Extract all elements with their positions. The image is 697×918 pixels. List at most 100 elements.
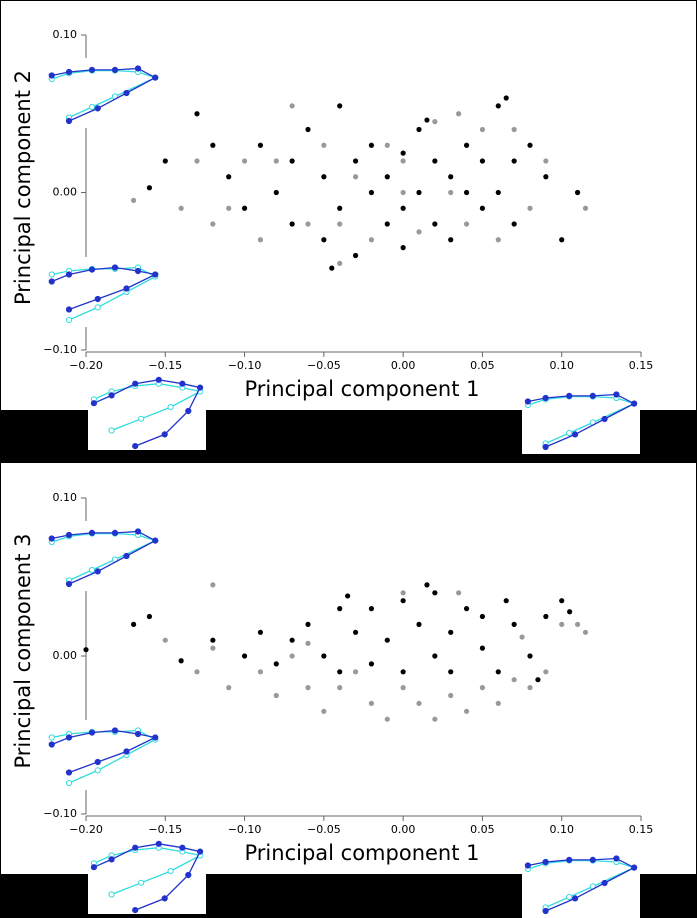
data-point bbox=[241, 205, 248, 211]
data-point bbox=[210, 142, 216, 148]
data-point bbox=[543, 158, 549, 164]
shape-landmark bbox=[94, 304, 101, 311]
shape-landmark bbox=[589, 856, 596, 864]
shape-landmark bbox=[566, 392, 573, 399]
shape-landmark bbox=[161, 895, 168, 902]
y-axis-label: Principal component 3 bbox=[11, 534, 35, 769]
data-point bbox=[400, 598, 406, 604]
data-point bbox=[463, 708, 470, 714]
data-point bbox=[416, 700, 422, 707]
shape-landmark bbox=[65, 271, 73, 278]
shape-landmark bbox=[108, 392, 115, 399]
data-point bbox=[226, 174, 232, 180]
shape-landmark bbox=[197, 848, 204, 855]
data-point bbox=[352, 158, 359, 164]
x-tick-label: 0.00 bbox=[391, 359, 416, 372]
shape-landmark bbox=[132, 844, 139, 851]
shape-landmark bbox=[155, 376, 162, 383]
shape-landmark bbox=[94, 295, 101, 303]
shape-landmark bbox=[65, 769, 73, 776]
data-point bbox=[273, 158, 279, 164]
data-point bbox=[495, 103, 501, 109]
shape-landmark bbox=[161, 431, 168, 438]
data-point bbox=[194, 158, 200, 164]
shape-landmark bbox=[111, 727, 119, 734]
data-point bbox=[400, 245, 406, 251]
shape-inset bbox=[46, 58, 161, 128]
shape-landmark bbox=[48, 734, 55, 741]
y-tick-label: 0.00 bbox=[53, 186, 78, 199]
data-point bbox=[463, 606, 470, 612]
x-axis-label: Principal component 1 bbox=[245, 841, 480, 865]
x-tick-label: −0.20 bbox=[69, 823, 103, 836]
data-point bbox=[511, 126, 517, 133]
data-point bbox=[368, 661, 375, 667]
data-point bbox=[241, 653, 248, 659]
data-point bbox=[329, 265, 335, 271]
x-tick-label: −0.20 bbox=[69, 359, 103, 372]
y-tick-label: 0.10 bbox=[53, 491, 78, 504]
data-point bbox=[479, 613, 486, 620]
data-point bbox=[448, 692, 454, 699]
data-point bbox=[352, 174, 359, 180]
data-point bbox=[574, 621, 581, 628]
data-point bbox=[194, 669, 200, 675]
shape-landmark bbox=[65, 316, 73, 324]
data-point bbox=[543, 174, 549, 180]
data-point bbox=[384, 221, 390, 227]
data-point bbox=[582, 205, 589, 211]
data-point bbox=[479, 126, 486, 133]
data-point bbox=[368, 606, 375, 612]
data-point bbox=[337, 606, 343, 612]
data-point bbox=[289, 221, 295, 227]
x-axis-label: Principal component 1 bbox=[245, 377, 480, 401]
data-point bbox=[511, 158, 517, 164]
shape-landmark bbox=[138, 879, 145, 886]
shape-landmark bbox=[185, 407, 192, 415]
y-tick-label: −0.10 bbox=[43, 807, 77, 820]
shape-landmark bbox=[111, 264, 119, 271]
shape-landmark bbox=[65, 734, 73, 741]
data-point bbox=[432, 653, 438, 659]
data-point bbox=[210, 645, 216, 651]
data-point bbox=[543, 613, 549, 620]
shape-landmark bbox=[123, 748, 130, 755]
shape-landmark bbox=[88, 729, 96, 736]
shape-landmark bbox=[542, 394, 549, 402]
data-point bbox=[416, 189, 422, 196]
data-point bbox=[400, 590, 406, 596]
data-point bbox=[384, 142, 390, 148]
data-point bbox=[416, 126, 422, 133]
data-point bbox=[463, 221, 470, 227]
shape-landmark bbox=[108, 891, 115, 898]
data-point bbox=[289, 637, 295, 643]
data-point bbox=[146, 613, 153, 620]
shape-landmark bbox=[155, 840, 162, 847]
data-point bbox=[503, 598, 509, 604]
data-point bbox=[400, 685, 406, 691]
shape-landmark bbox=[134, 267, 142, 275]
data-point bbox=[384, 174, 390, 180]
data-point bbox=[574, 189, 581, 196]
x-tick-label: −0.10 bbox=[228, 823, 262, 836]
x-tick-label: −0.05 bbox=[307, 359, 341, 372]
shape-landmark bbox=[566, 893, 573, 901]
shape-landmark bbox=[48, 741, 55, 748]
shape-landmark bbox=[152, 734, 159, 741]
data-point bbox=[352, 252, 359, 259]
shape-landmark bbox=[167, 404, 174, 411]
shape-landmark bbox=[613, 391, 620, 398]
data-point bbox=[337, 103, 343, 109]
data-point bbox=[305, 685, 311, 691]
shape-landmark bbox=[197, 384, 204, 391]
data-point bbox=[511, 221, 517, 227]
shape-landmark bbox=[134, 65, 142, 72]
shape-landmark bbox=[566, 429, 573, 437]
shape-landmark bbox=[65, 68, 73, 76]
data-point bbox=[368, 237, 375, 243]
data-point bbox=[273, 189, 279, 196]
shape-landmark bbox=[631, 864, 638, 871]
shape-landmark bbox=[152, 271, 159, 278]
shape-landmark bbox=[152, 537, 159, 544]
